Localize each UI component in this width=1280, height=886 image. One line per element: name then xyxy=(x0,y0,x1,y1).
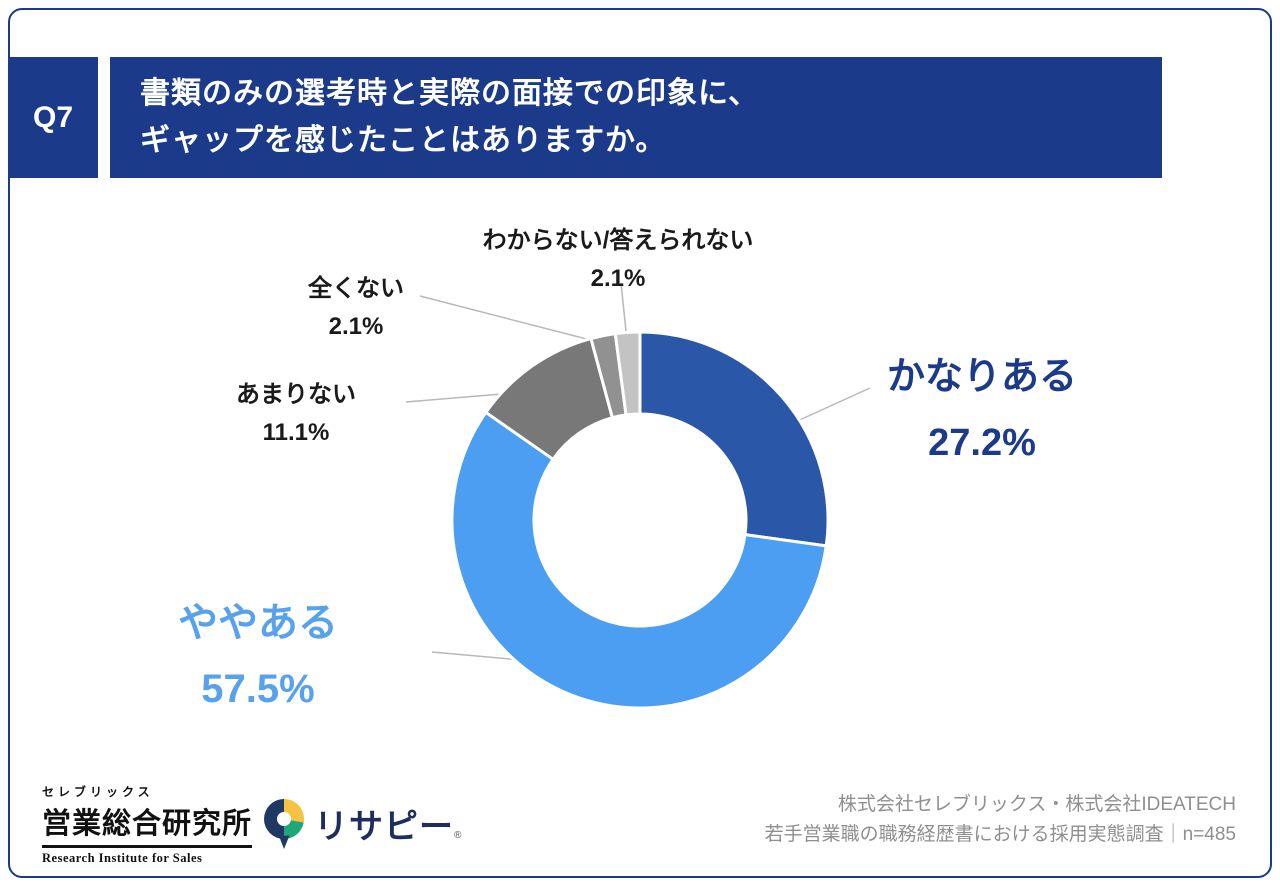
callout-kanariaru: かなりある 27.2% xyxy=(887,344,1077,476)
registered-mark: ® xyxy=(454,829,463,841)
research-institute-logo-name: 営業総合研究所 xyxy=(42,800,253,848)
callout-amarinai-value: 11.1% xyxy=(262,419,330,446)
callout-zenkunai-value: 2.1% xyxy=(328,313,384,340)
research-institute-logo-english: Research Institute for Sales xyxy=(42,851,203,865)
question-title-line1: 書類のみの選考時と実際の面接での印象に、 xyxy=(140,77,760,110)
donut-slice-0 xyxy=(638,330,830,548)
leader-line-kanari xyxy=(792,387,871,424)
source-companies: 株式会社セレブリックス・株式会社IDEATECH xyxy=(837,794,1236,815)
leader-line-zenku xyxy=(419,295,603,344)
donut-slices xyxy=(450,330,830,710)
callout-kanariaru-value: 27.2% xyxy=(928,422,1036,464)
donut-slice-4 xyxy=(613,330,642,417)
question-number: Q7 xyxy=(32,100,74,134)
callout-amarinai: あまりない 11.1% xyxy=(236,376,356,452)
research-institute-logo-kana: セレブリックス xyxy=(42,785,154,799)
callout-kanariaru-label: かなりある xyxy=(886,356,1078,398)
callout-wakaranai: わからない/答えられない 2.1% xyxy=(483,222,754,298)
leader-line-wakaranai xyxy=(620,282,627,332)
callout-yayaaru-value: 57.5% xyxy=(201,667,315,711)
callout-zenkunai-label: 全くない xyxy=(308,275,404,302)
resapy-logo: リサピー® xyxy=(260,795,462,851)
resapy-logo-text: リサピー® xyxy=(314,807,463,846)
research-institute-logo: セレブリックス 営業総合研究所 Research Institute for S… xyxy=(42,783,253,866)
callout-yayaaru: ややある 57.5% xyxy=(178,590,338,722)
callout-zenkunai: 全くない 2.1% xyxy=(308,270,404,346)
question-title-line2: ギャップを感じたことはありますか。 xyxy=(140,123,667,157)
callout-wakaranai-label: わからない/答えられない xyxy=(482,227,754,254)
question-title-band: 書類のみの選考時と実際の面接での印象に、 ギャップを感じたことはありますか。 xyxy=(110,57,1162,178)
resapy-pie-pin-icon xyxy=(264,799,305,849)
donut-slice-1 xyxy=(450,410,828,710)
callout-amarinai-label: あまりない xyxy=(236,381,356,408)
callout-wakaranai-value: 2.1% xyxy=(590,265,646,292)
callout-yayaaru-label: ややある xyxy=(178,601,338,645)
question-number-badge: Q7 xyxy=(8,57,98,178)
source-attribution: 株式会社セレブリックス・株式会社IDEATECH 若手営業職の職務経歴書における… xyxy=(765,790,1236,850)
source-survey-name: 若手営業職の職務経歴書における採用実態調査｜n=485 xyxy=(764,824,1236,845)
